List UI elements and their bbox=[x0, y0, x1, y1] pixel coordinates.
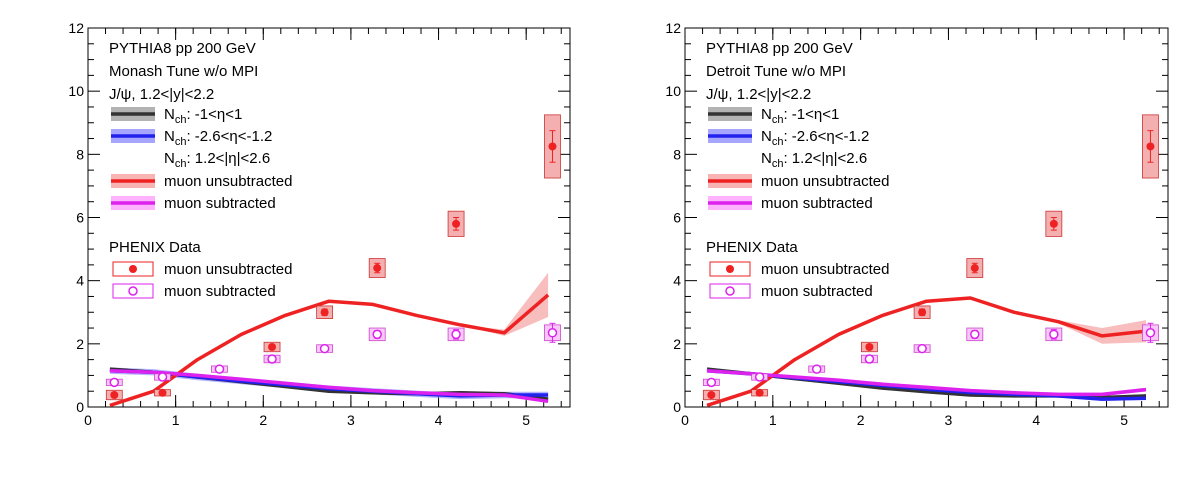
data-point bbox=[1145, 328, 1156, 338]
plot-area bbox=[706, 296, 1147, 407]
y-tick-label: 0 bbox=[76, 399, 84, 415]
data-legend-label: muon subtracted bbox=[761, 283, 873, 300]
data-point bbox=[268, 342, 277, 351]
x-tick-label: 3 bbox=[945, 412, 953, 428]
annotation-text: Monash Tune w/o MPI bbox=[109, 63, 258, 80]
annotation-text: Detroit Tune w/o MPI bbox=[706, 63, 846, 80]
data-point bbox=[1146, 142, 1155, 151]
data-legend-label: muon unsubtracted bbox=[761, 261, 889, 278]
data-legend-header: PHENIX Data bbox=[109, 239, 201, 256]
y-tick-label: 8 bbox=[673, 146, 681, 162]
x-tick-label: 4 bbox=[1032, 412, 1040, 428]
x-tick-label: 1 bbox=[769, 412, 777, 428]
y-tick-label: 8 bbox=[76, 146, 84, 162]
data-point bbox=[970, 329, 980, 340]
data-point bbox=[109, 377, 120, 388]
y-tick-label: 4 bbox=[76, 273, 84, 289]
y-tick-label: 4 bbox=[673, 273, 681, 289]
data-legend-header: PHENIX Data bbox=[706, 239, 798, 256]
legend-label: Nch: -1<η<1 bbox=[164, 106, 242, 126]
data-point bbox=[918, 308, 927, 317]
data-point bbox=[864, 354, 875, 364]
data-point bbox=[1049, 329, 1059, 340]
x-tick-label: 2 bbox=[857, 412, 865, 428]
annotation-text: J/ψ, 1.2<|y|<2.2 bbox=[109, 86, 214, 103]
y-tick-label: 12 bbox=[665, 20, 681, 36]
data-point bbox=[707, 390, 716, 399]
data-point bbox=[865, 342, 874, 351]
legend-label: muon unsubtracted bbox=[761, 173, 889, 190]
x-tick-label: 0 bbox=[84, 412, 92, 428]
series-line-3 bbox=[109, 293, 550, 407]
x-tick-label: 5 bbox=[1120, 412, 1128, 428]
data-legend-marker bbox=[129, 265, 137, 273]
legend-label: Nch: 1.2<|η|<2.6 bbox=[164, 150, 270, 170]
data-point bbox=[214, 364, 225, 374]
x-tick-label: 5 bbox=[522, 412, 530, 428]
data-legend-marker bbox=[128, 286, 138, 296]
y-tick-label: 12 bbox=[68, 20, 84, 36]
data-point bbox=[373, 264, 382, 273]
data-point bbox=[547, 328, 558, 338]
legend-label: muon subtracted bbox=[164, 195, 276, 212]
data-point bbox=[320, 308, 329, 317]
data-point bbox=[451, 329, 461, 340]
y-tick-label: 10 bbox=[665, 83, 681, 99]
annotation-text: J/ψ, 1.2<|y|<2.2 bbox=[706, 86, 811, 103]
data-point bbox=[267, 354, 277, 364]
y-tick-label: 6 bbox=[76, 210, 84, 226]
y-tick-label: 0 bbox=[673, 399, 681, 415]
data-legend-marker bbox=[726, 265, 734, 273]
data-point bbox=[811, 364, 822, 374]
x-tick-label: 1 bbox=[172, 412, 180, 428]
series-line-4 bbox=[706, 368, 1147, 397]
legend-label: Nch: 1.2<|η|<2.6 bbox=[761, 150, 867, 170]
plot-area bbox=[109, 272, 550, 407]
y-tick-label: 2 bbox=[673, 336, 681, 352]
data-point bbox=[755, 388, 764, 397]
data-legend-marker bbox=[725, 286, 735, 296]
data-point bbox=[452, 219, 461, 228]
series-line-4 bbox=[109, 368, 549, 404]
data-point bbox=[754, 372, 765, 382]
x-tick-label: 4 bbox=[435, 412, 443, 428]
data-legend-label: muon subtracted bbox=[164, 283, 276, 300]
legend-label: Nch: -1<η<1 bbox=[761, 106, 839, 126]
legend-label: Nch: -2.6<η<-1.2 bbox=[164, 128, 272, 148]
data-point bbox=[110, 390, 119, 399]
legend-label: Nch: -2.6<η<-1.2 bbox=[761, 128, 869, 148]
series-line-3 bbox=[706, 296, 1147, 407]
y-tick-label: 2 bbox=[76, 336, 84, 352]
data-point bbox=[706, 377, 717, 388]
data-point bbox=[319, 343, 330, 354]
y-tick-label: 6 bbox=[673, 210, 681, 226]
data-point bbox=[970, 264, 979, 273]
x-tick-label: 2 bbox=[259, 412, 267, 428]
legend-label: muon unsubtracted bbox=[164, 173, 292, 190]
annotation-text: PYTHIA8 pp 200 GeV bbox=[109, 40, 256, 57]
x-tick-label: 3 bbox=[347, 412, 355, 428]
data-point bbox=[548, 142, 557, 151]
data-point bbox=[372, 329, 382, 340]
data-point bbox=[157, 372, 168, 382]
x-tick-label: 0 bbox=[681, 412, 689, 428]
y-tick-label: 10 bbox=[68, 83, 84, 99]
legend-label: muon subtracted bbox=[761, 195, 873, 212]
annotation-text: PYTHIA8 pp 200 GeV bbox=[706, 40, 853, 57]
data-point bbox=[917, 343, 927, 354]
data-legend-label: muon unsubtracted bbox=[164, 261, 292, 278]
data-point bbox=[1049, 219, 1058, 228]
data-point bbox=[158, 388, 167, 397]
